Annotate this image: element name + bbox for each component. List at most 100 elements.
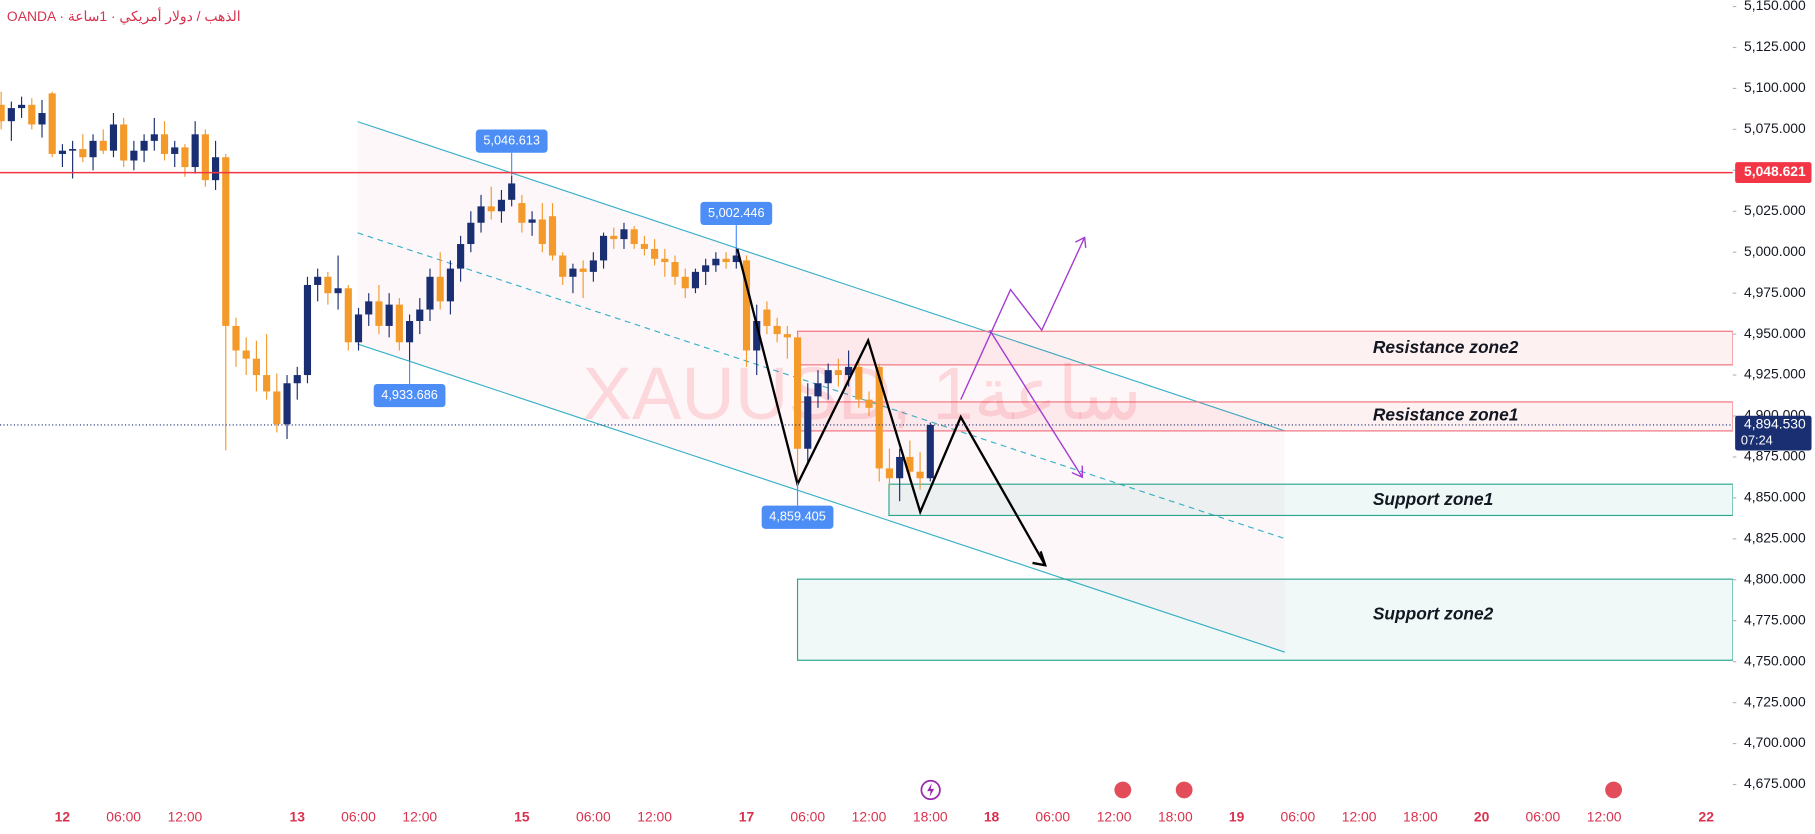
candle-body [7,108,15,122]
x-tick-label: 06:00 [790,808,825,824]
arrow-head [1032,551,1047,567]
candle-body [446,268,454,302]
candle-body [273,391,281,425]
x-tick-label: 19 [1229,808,1245,824]
candle-body [263,375,271,392]
alt-path-down [989,329,1083,478]
x-tick-label: 06:00 [341,808,376,824]
candle-body [640,244,648,249]
resistance-zone [796,330,1734,366]
event-icon[interactable] [1603,779,1624,801]
candle-body [814,383,822,397]
zone-label: Resistance zone2 [1373,337,1519,357]
candle-body [395,304,403,343]
x-tick-label: 06:00 [1280,808,1315,824]
candle-body [160,134,169,154]
candle-body [548,216,557,256]
candle-body [283,383,291,425]
x-tick-label: 18 [984,808,1000,824]
candle-body [426,276,434,310]
candle-body [896,456,904,479]
event-icon-glyph [927,783,935,797]
candle-body [671,262,679,277]
candle-body [763,309,771,326]
support-zone [888,483,1734,517]
candle-body [599,235,608,261]
arrow-head [1075,236,1087,248]
candle-body [385,304,393,326]
zone-label: Resistance zone1 [1373,404,1519,424]
x-tick-label: 06:00 [1035,808,1070,824]
candle-body [732,255,740,263]
candle-body [559,255,567,277]
candle-body [916,471,924,479]
y-tick-label: 4,775.000 [1744,611,1806,627]
candle-body [661,258,669,263]
candle-body [610,235,618,240]
x-tick-label: 17 [739,808,755,824]
candle-body [222,157,230,326]
candle-body [508,183,516,200]
y-tick-label: 4,800.000 [1744,570,1806,586]
candle-body [201,134,209,181]
x-tick-label: 18:00 [1158,808,1193,824]
arrow-head [1071,465,1083,479]
candle-body [722,258,730,263]
candle-body [497,199,506,212]
annotation-box [761,505,834,529]
candle-body [48,93,56,154]
price-line-label: 5,048.621 [1744,163,1806,179]
candle-body [130,150,138,161]
x-tick-label: 12:00 [1342,808,1377,824]
candle-body [834,370,842,376]
candle-body [906,456,914,472]
candle-body [824,370,832,384]
x-tick-label: 12:00 [1587,808,1622,824]
candle-body [487,206,495,212]
candle-body [120,124,128,161]
candle-body [303,284,312,376]
candle-body [467,222,475,245]
annotation-label: 4,933.686 [381,387,438,402]
candle-body [436,276,444,302]
candle-body [926,424,934,479]
candle-body [211,157,220,181]
y-tick-label: 4,675.000 [1744,775,1806,791]
candle-body [344,288,352,343]
candle-body [334,288,342,294]
candle-body [702,265,710,272]
candle-body [354,314,363,343]
candle-body [691,271,700,289]
candle-body [885,468,894,479]
y-tick-label: 5,100.000 [1744,79,1806,95]
x-tick-label: 20 [1474,808,1490,824]
y-tick-label: 4,925.000 [1744,366,1806,382]
candle-body [181,147,189,168]
countdown-label: 07:24 [1741,433,1773,448]
annotation-box [373,383,446,408]
event-icon[interactable] [1112,779,1133,801]
support-zone [796,578,1734,661]
candle-body [569,268,577,277]
candle-body [477,206,485,223]
x-tick-label: 22 [1699,808,1715,824]
candle-body [630,229,638,245]
alt-path-up [960,237,1086,400]
x-tick-label: 12 [55,808,71,824]
candle-body [742,260,751,351]
event-icon[interactable] [1174,779,1195,801]
candle-body [18,104,26,109]
candle-body [753,321,761,351]
zone-label: Support zone2 [1373,604,1494,624]
y-tick-label: 5,150.000 [1744,0,1806,13]
y-tick-label: 4,850.000 [1744,489,1806,505]
candle-body [620,229,628,240]
y-tick-label: 4,725.000 [1744,693,1806,709]
candle-body [845,366,853,376]
x-tick-label: 12:00 [637,808,672,824]
candle-body [712,258,720,266]
candle-body [783,334,791,338]
candle-body [293,375,301,384]
annotation-box [475,129,548,153]
